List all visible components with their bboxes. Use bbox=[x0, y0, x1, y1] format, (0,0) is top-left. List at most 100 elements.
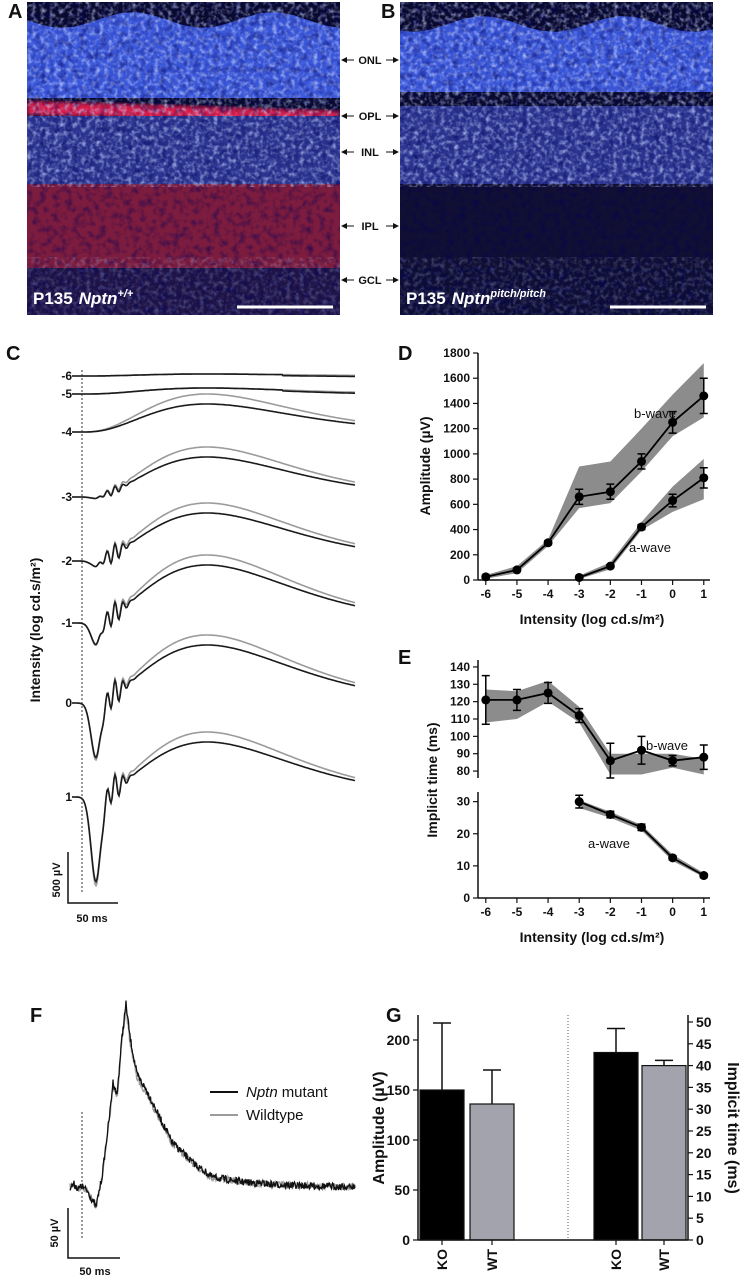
y2-tick-label: 5 bbox=[696, 1210, 704, 1226]
series-line bbox=[485, 395, 705, 578]
y-axis-label: Amplitude (µV) bbox=[417, 416, 433, 515]
bar bbox=[641, 1064, 687, 1241]
data-point bbox=[605, 756, 615, 766]
erg-trace bbox=[72, 373, 355, 378]
x-tick-label: -3 bbox=[574, 587, 585, 601]
intensity-label: -4 bbox=[61, 425, 72, 439]
y-tick-label: 10 bbox=[457, 859, 471, 873]
series-label: b-wave bbox=[634, 406, 676, 421]
gcl-grain bbox=[27, 257, 340, 315]
x-tick-label: 1 bbox=[700, 905, 707, 919]
panel-letter: C bbox=[6, 343, 20, 365]
erg-trace bbox=[72, 512, 356, 568]
layer-label: OPL bbox=[359, 111, 382, 123]
scale-label: 50 ms bbox=[76, 913, 107, 925]
y-tick-label: 120 bbox=[450, 695, 470, 709]
legend-text: mutant bbox=[282, 1084, 329, 1101]
intensity-label: -1 bbox=[61, 616, 72, 630]
legend-label: Wildtype bbox=[246, 1107, 304, 1124]
layer-label: IPL bbox=[361, 221, 378, 233]
x-axis-label: Intensity (log cd.s/m²) bbox=[520, 929, 665, 945]
data-point bbox=[605, 487, 615, 497]
erg-trace bbox=[72, 634, 356, 762]
data-point bbox=[481, 572, 491, 582]
data-point bbox=[481, 695, 491, 705]
layer-label: ONL bbox=[358, 55, 382, 67]
series-label: b-wave bbox=[646, 738, 688, 753]
data-point bbox=[574, 492, 584, 502]
data-point bbox=[636, 522, 646, 532]
y-tick-label: 1400 bbox=[443, 396, 470, 410]
y2-tick-label: 40 bbox=[696, 1058, 712, 1074]
data-point bbox=[699, 391, 709, 401]
y-axis-label: Implicit time (ms) bbox=[424, 722, 440, 837]
x-tick-label: -2 bbox=[605, 587, 616, 601]
data-point bbox=[668, 853, 678, 863]
x-tick-label: -1 bbox=[636, 587, 647, 601]
genotype: +/+ bbox=[117, 288, 133, 300]
y-tick-label: 140 bbox=[450, 660, 470, 674]
panel-letter: F bbox=[30, 1005, 42, 1027]
layer-label: GCL bbox=[358, 275, 382, 287]
x-tick-label: 1 bbox=[700, 587, 707, 601]
scale-label: 50 µV bbox=[49, 1218, 61, 1248]
y-tick-label: 0 bbox=[463, 573, 470, 587]
y2-tick-label: 10 bbox=[696, 1188, 712, 1204]
y-tick-label: 1200 bbox=[443, 422, 470, 436]
intensity-label: -6 bbox=[61, 369, 72, 383]
y-axis-label: Intensity (log cd.s/m²) bbox=[27, 558, 43, 703]
data-point bbox=[668, 756, 678, 766]
data-point bbox=[512, 565, 522, 575]
x-tick-label: -2 bbox=[605, 905, 616, 919]
x-tick-label: -3 bbox=[574, 905, 585, 919]
data-point bbox=[605, 809, 615, 819]
range-band bbox=[579, 458, 704, 579]
gene: Nptn bbox=[246, 1084, 278, 1101]
x-tick-label: -5 bbox=[512, 587, 523, 601]
legend-label: Nptn mutant bbox=[246, 1084, 328, 1101]
data-point bbox=[699, 871, 709, 881]
intensity-label: 1 bbox=[65, 790, 72, 804]
series-label: a-wave bbox=[629, 540, 671, 555]
y-tick-label: 200 bbox=[450, 548, 470, 562]
panel-letter: B bbox=[381, 1, 395, 23]
range-band bbox=[485, 680, 704, 775]
bar bbox=[469, 1103, 515, 1241]
data-point bbox=[699, 752, 709, 762]
y-tick-label: 20 bbox=[457, 827, 471, 841]
y2-tick-label: 20 bbox=[696, 1145, 712, 1161]
x-tick-label: -5 bbox=[512, 905, 523, 919]
scale-label: 50 ms bbox=[79, 1266, 110, 1278]
y-tick-label: 110 bbox=[451, 712, 471, 726]
image-label: P135 Nptnpitch/pitch bbox=[406, 288, 546, 308]
y-tick-label: 100 bbox=[450, 729, 470, 743]
scale-bar bbox=[67, 852, 118, 904]
x-tick-label: -6 bbox=[480, 905, 491, 919]
data-point bbox=[668, 417, 678, 427]
y2-tick-label: 50 bbox=[696, 1014, 712, 1030]
erg-trace bbox=[72, 731, 356, 888]
data-point bbox=[543, 538, 553, 548]
data-point bbox=[636, 456, 646, 466]
x-tick-label: 0 bbox=[669, 905, 676, 919]
panel-letter: A bbox=[8, 1, 22, 23]
y-tick-label: 800 bbox=[450, 472, 470, 486]
y-tick-label: 400 bbox=[450, 523, 470, 537]
data-point bbox=[605, 561, 615, 571]
range-band bbox=[485, 363, 704, 579]
data-point bbox=[699, 473, 709, 483]
legend-text: Wildtype bbox=[246, 1107, 304, 1124]
x-tick-label: WT bbox=[484, 1249, 500, 1271]
panel-letter: E bbox=[398, 647, 411, 669]
layer-label: INL bbox=[361, 147, 379, 159]
genotype: pitch/pitch bbox=[489, 288, 546, 300]
y-tick-label: 30 bbox=[457, 795, 471, 809]
intensity-label: -3 bbox=[61, 490, 72, 504]
panel-letter: D bbox=[398, 343, 412, 365]
y-tick-label: 200 bbox=[387, 1032, 411, 1048]
y2-tick-label: 30 bbox=[696, 1101, 712, 1117]
erg-trace bbox=[69, 1009, 356, 1210]
erg-trace bbox=[72, 393, 356, 433]
y-tick-label: 150 bbox=[387, 1082, 411, 1098]
